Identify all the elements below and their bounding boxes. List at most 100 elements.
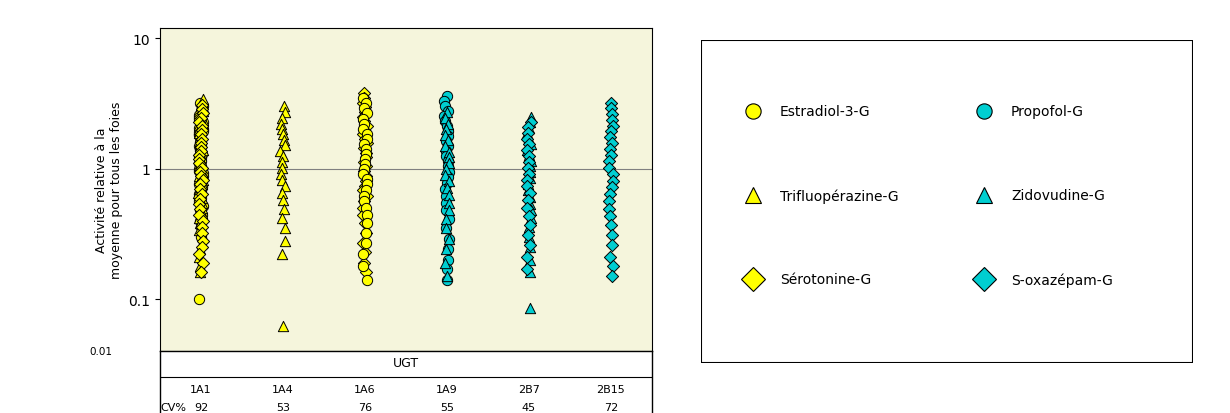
Point <box>353 114 373 121</box>
Point <box>519 125 539 132</box>
Point <box>355 173 375 180</box>
Text: UGT: UGT <box>392 356 419 370</box>
Point <box>193 177 213 184</box>
Point <box>354 127 374 134</box>
Point <box>355 221 375 227</box>
Point <box>439 155 459 161</box>
Point <box>603 117 622 124</box>
Point <box>189 116 209 123</box>
Point <box>437 266 456 273</box>
Point <box>193 103 213 109</box>
Point <box>191 134 210 141</box>
Point <box>189 254 209 261</box>
Point <box>271 171 290 178</box>
Point <box>189 161 209 167</box>
Text: 45: 45 <box>522 402 536 412</box>
Point <box>191 195 210 202</box>
Point <box>192 163 212 170</box>
Point <box>355 156 375 163</box>
Point <box>191 224 210 230</box>
Text: S-oxazépam-G: S-oxazépam-G <box>1011 273 1113 287</box>
Point <box>437 225 456 232</box>
Point <box>191 269 210 276</box>
Point <box>438 247 458 253</box>
Text: 1A9: 1A9 <box>435 384 458 394</box>
Point <box>435 126 455 133</box>
Point <box>192 113 212 120</box>
Point <box>517 136 536 142</box>
Point <box>192 107 212 114</box>
Point <box>439 178 459 185</box>
Point <box>517 131 536 137</box>
Point <box>189 181 209 188</box>
Point <box>599 159 619 165</box>
Point <box>189 164 209 171</box>
Point <box>193 260 213 266</box>
Point <box>191 138 210 144</box>
Point <box>439 149 459 156</box>
Text: Sérotonine-G: Sérotonine-G <box>780 273 871 287</box>
Point <box>438 133 458 140</box>
Point <box>353 132 373 138</box>
Point <box>189 119 209 126</box>
Point <box>191 139 210 145</box>
Point <box>438 143 458 150</box>
Point <box>193 244 213 251</box>
Point <box>193 234 213 240</box>
Point <box>193 177 213 184</box>
Text: 1A6: 1A6 <box>354 384 375 394</box>
Point <box>357 136 376 143</box>
Point <box>272 165 292 172</box>
Point <box>438 273 458 280</box>
Point <box>353 212 373 219</box>
Point <box>355 230 375 237</box>
Point <box>357 131 376 138</box>
Text: Trifluopérazine-G: Trifluopérazine-G <box>780 189 898 203</box>
Point <box>189 130 209 137</box>
Point <box>189 112 209 119</box>
Point <box>438 121 458 128</box>
Point <box>191 188 210 195</box>
Point <box>191 147 210 154</box>
Point <box>601 222 621 229</box>
Point <box>189 114 209 121</box>
Point <box>517 147 536 154</box>
Point <box>599 206 619 213</box>
Point <box>191 134 210 141</box>
Point <box>192 106 212 112</box>
Point <box>189 191 209 198</box>
Point <box>519 130 539 137</box>
Point <box>438 138 458 144</box>
Point <box>192 121 212 128</box>
Point <box>520 164 540 170</box>
Point <box>353 95 373 102</box>
Point <box>189 201 209 207</box>
Point <box>191 247 210 253</box>
Text: 0.01: 0.01 <box>90 346 112 356</box>
Point <box>193 176 213 183</box>
Point <box>355 109 375 116</box>
Point <box>276 238 295 244</box>
Text: 53: 53 <box>276 402 290 412</box>
Point <box>189 207 209 214</box>
Point <box>600 147 620 153</box>
Point <box>435 119 455 125</box>
Point <box>189 156 209 162</box>
Point <box>604 171 624 178</box>
Point <box>437 216 456 223</box>
Point <box>353 205 373 212</box>
Point <box>272 115 292 122</box>
Point <box>191 149 210 156</box>
Text: 76: 76 <box>358 402 371 412</box>
Point <box>353 252 373 258</box>
Text: 55: 55 <box>440 402 454 412</box>
Point <box>517 254 536 261</box>
Point <box>520 244 540 251</box>
Point <box>188 126 208 132</box>
Point <box>518 125 538 131</box>
Point <box>353 263 373 269</box>
Point <box>522 119 541 126</box>
Point <box>520 194 540 200</box>
Point <box>522 158 541 165</box>
Point <box>357 111 376 118</box>
